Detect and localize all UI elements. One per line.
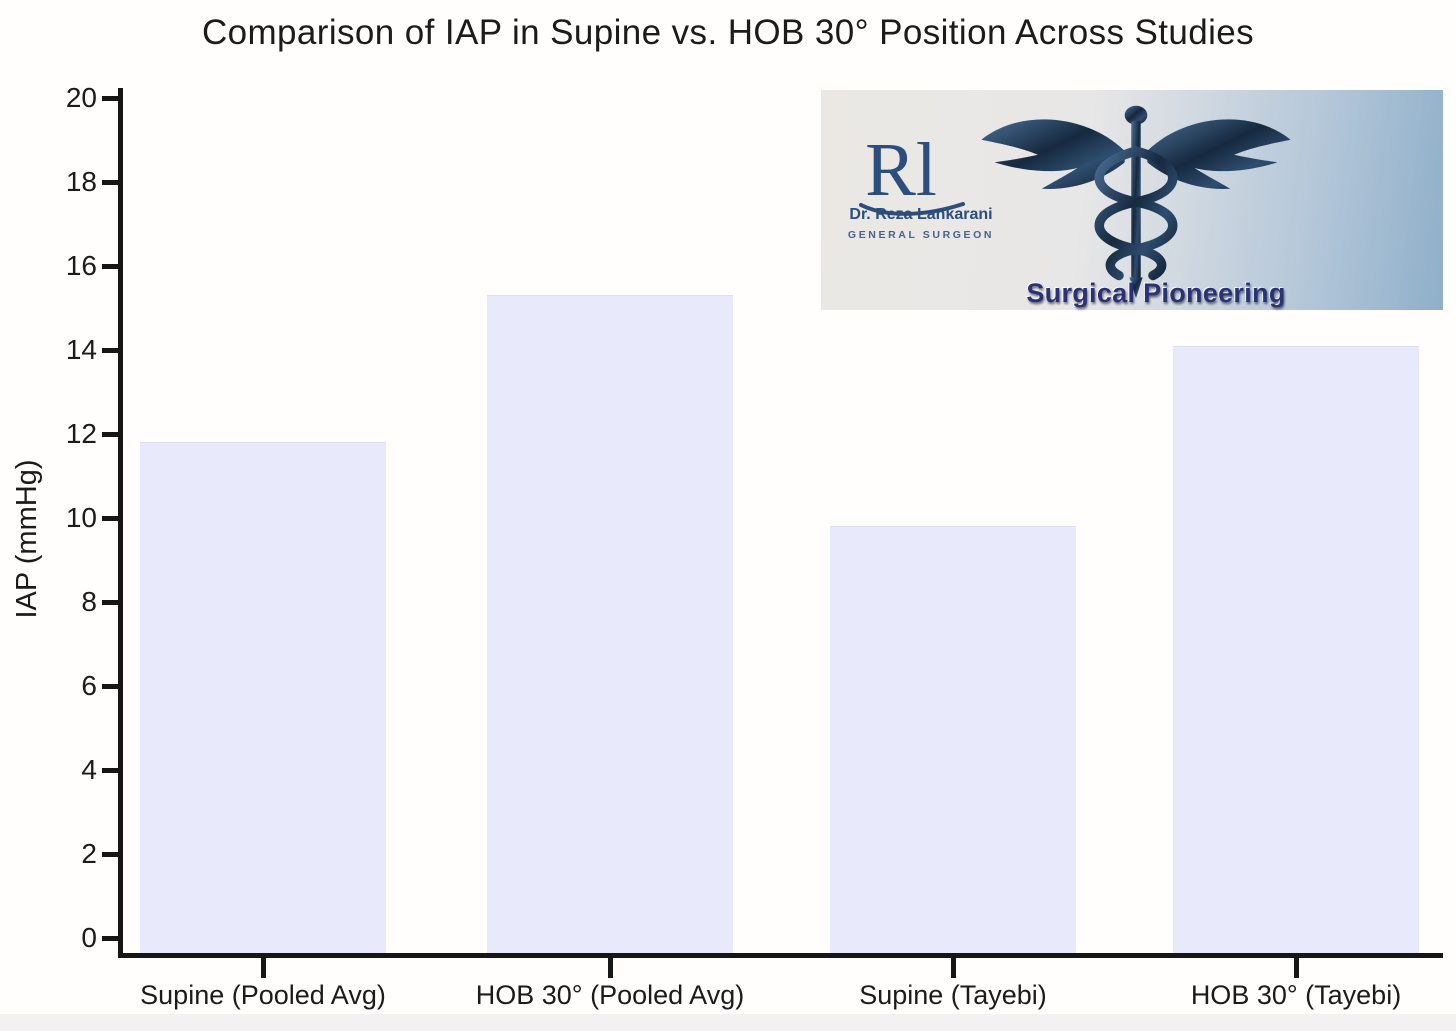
y-tick-4 xyxy=(102,768,119,773)
x-axis-line xyxy=(118,953,1443,958)
y-tick-label-2: 2 xyxy=(81,838,97,869)
caduceus-icon xyxy=(981,105,1291,299)
y-tick-label-10: 10 xyxy=(65,502,97,533)
x-tick-label-1: Supine (Pooled Avg) xyxy=(140,980,386,1010)
bar-4 xyxy=(1173,345,1419,953)
y-tick-2 xyxy=(102,852,119,857)
x-tick-label-2: HOB 30° (Pooled Avg) xyxy=(475,980,745,1010)
x-tick-3 xyxy=(951,956,956,978)
x-tick-1 xyxy=(261,956,266,978)
bar-2 xyxy=(487,295,733,953)
monogram-flourish xyxy=(859,202,965,216)
y-tick-6 xyxy=(102,684,119,689)
y-tick-label-14: 14 xyxy=(65,334,97,365)
y-tick-label-0: 0 xyxy=(81,922,97,953)
y-tick-8 xyxy=(102,600,119,605)
x-tick-4 xyxy=(1294,956,1299,978)
logo-panel: Rl Dr. Reza Lankarani GENERAL SURGEON xyxy=(821,90,1443,310)
y-tick-label-16: 16 xyxy=(65,250,97,281)
x-tick-label-3: Supine (Tayebi) xyxy=(859,980,1047,1010)
y-tick-label-18: 18 xyxy=(65,166,97,197)
y-tick-0 xyxy=(102,936,119,941)
y-tick-label-12: 12 xyxy=(65,418,97,449)
y-tick-label-20: 20 xyxy=(65,82,97,113)
y-tick-label-6: 6 xyxy=(81,670,97,701)
y-tick-10 xyxy=(102,516,119,521)
bar-1 xyxy=(140,442,386,953)
logo-monogram: Rl xyxy=(865,128,937,212)
y-tick-18 xyxy=(102,180,119,185)
y-tick-label-4: 4 xyxy=(81,754,97,785)
x-tick-2 xyxy=(608,956,613,978)
y-tick-20 xyxy=(102,96,119,101)
logo-tagline: Surgical Pioneering xyxy=(1026,278,1286,308)
y-tick-label-8: 8 xyxy=(81,586,97,617)
bottom-strip xyxy=(0,1014,1456,1031)
bar-3 xyxy=(830,526,1076,953)
logo-doctor-title: GENERAL SURGEON xyxy=(847,229,995,241)
x-tick-label-4: HOB 30° (Tayebi) xyxy=(1190,980,1402,1010)
y-tick-16 xyxy=(102,264,119,269)
y-axis-title: IAP (mmHg) xyxy=(11,459,43,619)
logo-doctor-name: Dr. Reza Lankarani xyxy=(849,206,993,223)
chart-title: Comparison of IAP in Supine vs. HOB 30° … xyxy=(201,13,1255,52)
y-tick-12 xyxy=(102,432,119,437)
y-tick-14 xyxy=(102,348,119,353)
y-axis-line xyxy=(118,88,123,958)
